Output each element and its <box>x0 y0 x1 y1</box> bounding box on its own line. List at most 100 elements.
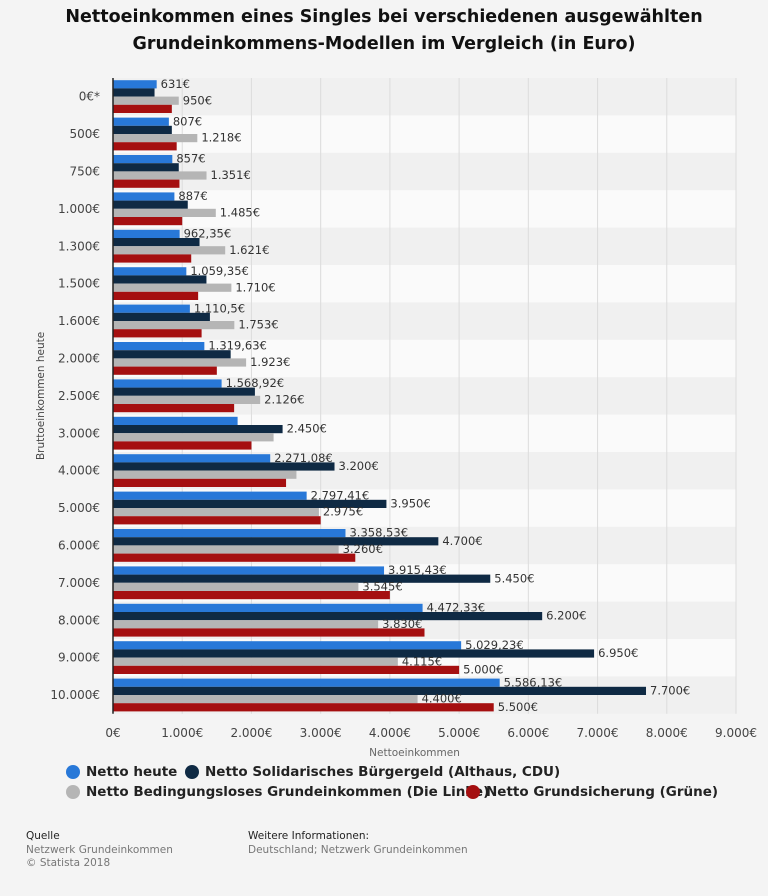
bar[interactable] <box>113 454 271 463</box>
bar[interactable] <box>113 425 283 434</box>
legend-dot-netto-heute <box>66 765 80 779</box>
x-tick-label: 2.000€ <box>230 726 272 740</box>
bar[interactable] <box>113 404 235 413</box>
bar[interactable] <box>113 192 175 201</box>
data-label: 2.450€ <box>287 422 327 436</box>
chart-title: Nettoeinkommen eines Singles bei verschi… <box>0 4 768 58</box>
source-name[interactable]: Netzwerk Grundeinkommen <box>26 844 173 856</box>
category-label: 3.000€ <box>58 426 100 440</box>
info-text: Deutschland; Netzwerk Grundeinkommen <box>248 844 468 856</box>
bar[interactable] <box>113 566 385 575</box>
bar[interactable] <box>113 649 595 658</box>
bar[interactable] <box>113 491 307 500</box>
x-tick-label: 9.000€ <box>715 726 757 740</box>
legend-item-grundsicherung[interactable]: Netto Grundsicherung (Grüne) <box>466 784 718 800</box>
bar[interactable] <box>113 80 157 89</box>
legend-item-netto-heute[interactable]: Netto heute <box>66 764 177 780</box>
bar[interactable] <box>113 238 200 247</box>
bar[interactable] <box>113 350 231 359</box>
bar[interactable] <box>113 104 172 113</box>
bar[interactable] <box>113 117 169 126</box>
bar[interactable] <box>113 387 255 396</box>
bar[interactable] <box>113 686 647 695</box>
bar[interactable] <box>113 462 335 471</box>
bar[interactable] <box>113 267 187 276</box>
bar[interactable] <box>113 470 297 479</box>
legend-item-grundeinkommen-linke[interactable]: Netto Bedingungsloses Grundeinkommen (Di… <box>66 784 489 800</box>
bar[interactable] <box>113 529 346 538</box>
bar[interactable] <box>113 163 179 172</box>
bar[interactable] <box>113 88 155 97</box>
bar[interactable] <box>113 574 491 583</box>
bar[interactable] <box>113 179 180 188</box>
bar[interactable] <box>113 395 261 404</box>
bar[interactable] <box>113 665 460 674</box>
data-label: 3.200€ <box>339 459 379 473</box>
bar[interactable] <box>113 545 339 554</box>
bar[interactable] <box>113 657 398 666</box>
bar[interactable] <box>113 508 319 517</box>
bar[interactable] <box>113 171 207 180</box>
legend-label-grundsicherung: Netto Grundsicherung (Grüne) <box>486 784 719 800</box>
data-label: 857€ <box>176 152 205 166</box>
data-label: 2.126€ <box>264 393 304 407</box>
bar[interactable] <box>113 125 172 134</box>
bar[interactable] <box>113 433 274 442</box>
bar[interactable] <box>113 582 359 591</box>
bar[interactable] <box>113 628 425 637</box>
category-label: 500€ <box>69 127 100 141</box>
bar[interactable] <box>113 321 235 330</box>
bar[interactable] <box>113 612 543 621</box>
bar[interactable] <box>113 358 247 367</box>
bar[interactable] <box>113 379 222 388</box>
bar[interactable] <box>113 96 179 105</box>
bar[interactable] <box>113 553 356 562</box>
bar[interactable] <box>113 246 226 255</box>
bar[interactable] <box>113 217 183 226</box>
legend-label-grundeinkommen-linke: Netto Bedingungsloses Grundeinkommen (Di… <box>86 784 490 800</box>
bar[interactable] <box>113 641 462 650</box>
bar[interactable] <box>113 312 210 321</box>
legend-dot-grundeinkommen-linke <box>66 785 80 799</box>
x-tick-label: 1.000€ <box>161 726 203 740</box>
category-label: 750€ <box>69 165 100 179</box>
bar[interactable] <box>113 275 207 284</box>
info-block: Weitere Informationen: Deutschland; Netz… <box>248 830 468 857</box>
bar[interactable] <box>113 620 379 629</box>
bar[interactable] <box>113 304 190 313</box>
bar[interactable] <box>113 591 390 600</box>
bar[interactable] <box>113 200 188 209</box>
bar[interactable] <box>113 499 387 508</box>
bar[interactable] <box>113 329 202 338</box>
bar[interactable] <box>113 416 238 425</box>
data-label: 3.260€ <box>343 542 383 556</box>
category-label: 1.500€ <box>58 277 100 291</box>
bar[interactable] <box>113 342 205 351</box>
bar[interactable] <box>113 516 321 525</box>
source-heading: Quelle <box>26 830 60 842</box>
bar[interactable] <box>113 283 232 292</box>
bar[interactable] <box>113 291 199 300</box>
bar[interactable] <box>113 478 287 487</box>
legend-item-buergergeld[interactable]: Netto Solidarisches Bürgergeld (Althaus,… <box>185 764 560 780</box>
bar[interactable] <box>113 441 252 450</box>
bar[interactable] <box>113 678 500 687</box>
bar[interactable] <box>113 695 418 704</box>
data-label: 4.400€ <box>422 692 462 706</box>
bar[interactable] <box>113 134 198 143</box>
data-label: 5.029,23€ <box>465 638 524 652</box>
bar[interactable] <box>113 208 216 217</box>
bar[interactable] <box>113 366 217 375</box>
data-label: 1.218€ <box>201 131 241 145</box>
bar[interactable] <box>113 254 192 263</box>
category-label: 4.000€ <box>58 464 100 478</box>
bar[interactable] <box>113 229 180 238</box>
bar[interactable] <box>113 155 173 164</box>
bar[interactable] <box>113 603 423 612</box>
bar[interactable] <box>113 703 494 712</box>
row-stripe <box>113 190 736 228</box>
bar[interactable] <box>113 142 177 151</box>
data-label: 6.950€ <box>598 646 638 660</box>
bar[interactable] <box>113 537 439 546</box>
data-label: 5.500€ <box>498 700 538 714</box>
